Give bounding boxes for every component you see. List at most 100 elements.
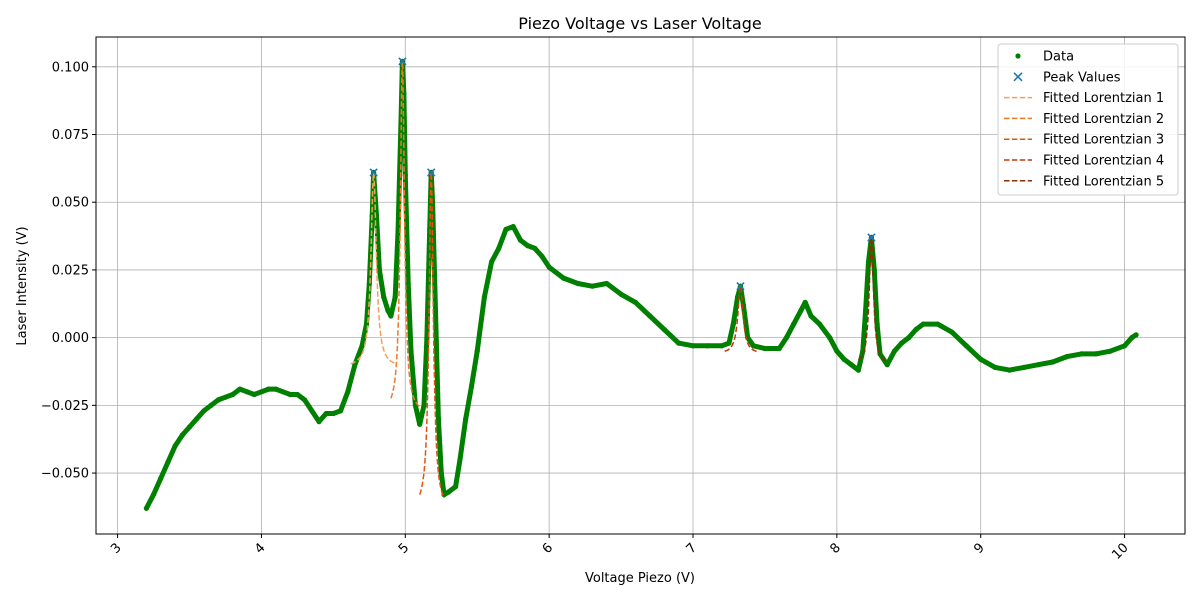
data-point <box>899 340 905 346</box>
legend-label: Data <box>1043 50 1074 65</box>
data-trace <box>143 58 1139 511</box>
data-point <box>817 321 823 327</box>
data-point <box>802 299 808 305</box>
data-point <box>963 343 969 349</box>
legend-entry: Fitted Lorentzian 2 <box>1004 112 1164 127</box>
data-point <box>525 243 531 249</box>
data-point <box>848 362 854 368</box>
data-point <box>194 416 200 422</box>
legend: Data Peak Values Fitted Lorentzian 1 Fitted… <box>997 43 1179 196</box>
legend-entry: Fitted Lorentzian 1 <box>1004 91 1164 106</box>
data-point <box>496 245 502 251</box>
data-point <box>408 348 414 354</box>
data-point <box>237 386 243 392</box>
data-point <box>186 424 193 430</box>
data-point <box>445 489 452 495</box>
data-point <box>323 410 329 417</box>
data-point <box>474 348 480 354</box>
data-point <box>913 326 919 333</box>
data-point <box>920 321 926 327</box>
data-point <box>165 459 171 465</box>
data-point <box>750 343 757 349</box>
y-axis-label: Laser Intensity (V) <box>15 226 30 345</box>
data-point <box>783 335 790 341</box>
data-point <box>201 408 207 414</box>
data-point <box>381 294 387 300</box>
data-point <box>808 313 814 319</box>
data-point <box>1050 359 1056 365</box>
data-point <box>884 362 890 368</box>
data-point <box>589 283 595 289</box>
legend-box <box>997 43 1179 196</box>
legend-label: Fitted Lorentzian 4 <box>1043 154 1164 169</box>
peak-marker <box>398 57 407 66</box>
data-point <box>762 345 768 352</box>
data-point <box>222 394 229 400</box>
legend-label: Peak Values <box>1043 70 1121 85</box>
peak-marker <box>427 168 436 177</box>
legend-marker <box>1013 72 1023 82</box>
peak-marker <box>369 168 378 177</box>
data-point <box>676 340 682 346</box>
data-point <box>244 389 250 395</box>
data-point <box>546 264 552 270</box>
data-point <box>489 259 495 265</box>
data-point <box>421 402 427 408</box>
x-axis-label: Voltage Piezo (V) <box>585 571 695 586</box>
data-point <box>280 389 286 395</box>
data-point <box>1093 351 1099 357</box>
data-point <box>891 348 898 354</box>
data-point <box>468 383 475 389</box>
data-point <box>251 391 257 398</box>
data-point <box>618 291 624 297</box>
y-tick-label: 0.050 <box>52 196 89 211</box>
fit-curve <box>390 61 421 408</box>
data-point <box>294 391 300 398</box>
data-point <box>432 308 439 314</box>
data-point <box>791 321 797 327</box>
data-point <box>834 348 840 354</box>
data-point <box>376 267 382 273</box>
data-point <box>539 253 545 259</box>
data-point <box>309 408 315 414</box>
data-point <box>690 343 696 349</box>
peak-marker <box>867 233 876 242</box>
peak-marker <box>736 282 745 291</box>
data-point <box>230 391 236 398</box>
data-point <box>560 275 567 281</box>
data-point <box>266 386 272 392</box>
data-point <box>417 421 423 427</box>
data-point <box>316 419 322 425</box>
data-point <box>863 308 869 314</box>
data-point <box>1064 354 1070 360</box>
data-point <box>992 364 998 370</box>
data-point <box>438 470 444 476</box>
data-point <box>704 343 711 349</box>
data-point <box>726 340 732 346</box>
data-point <box>661 326 667 333</box>
data-point <box>604 280 610 287</box>
data-point <box>172 443 178 449</box>
y-tick-label: 0.000 <box>52 331 89 346</box>
data-point <box>935 321 941 327</box>
y-tick-label: −0.025 <box>41 399 89 414</box>
y-tick-label: 0.075 <box>52 128 89 143</box>
data-point <box>302 397 308 403</box>
data-point <box>287 391 293 398</box>
data-series <box>143 58 1139 511</box>
data-point <box>457 456 463 463</box>
legend-label: Fitted Lorentzian 5 <box>1043 174 1164 189</box>
chart-title: Piezo Voltage vs Laser Voltage <box>518 14 761 33</box>
data-point <box>1078 351 1084 357</box>
legend-entry: Fitted Lorentzian 4 <box>1004 154 1164 169</box>
legend-entry: Peak Values <box>1013 70 1121 85</box>
data-point <box>1035 362 1041 368</box>
legend-entry: Data <box>1015 50 1074 65</box>
data-point <box>1133 332 1139 338</box>
data-point <box>827 335 833 341</box>
y-tick-label: −0.050 <box>41 467 89 482</box>
data-point <box>388 313 394 319</box>
data-point <box>453 484 459 490</box>
data-point <box>338 408 344 414</box>
